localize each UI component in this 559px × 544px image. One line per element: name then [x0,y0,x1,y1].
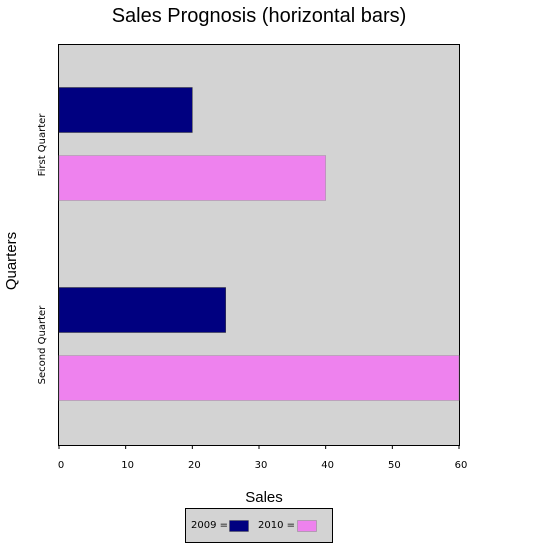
chart-title: Sales Prognosis (horizontal bars) [112,5,407,27]
bar-2009-2 [58,287,226,333]
legend: 2009 = 2010 = [185,508,333,543]
bar-2010-1 [58,155,326,201]
x-tick-label: 40 [321,460,334,471]
x-tick-label: 0 [58,460,64,471]
y-axis-title: Quarters [3,232,20,290]
x-tick-label: 30 [255,460,268,471]
x-axis-title: Sales [245,489,283,506]
category-labels: First Quarter Second Quarter [37,113,48,385]
legend-swatch-2010 [297,520,317,532]
x-axis: 0 10 20 30 40 50 60 [58,445,468,471]
bar-2009-1 [58,87,193,133]
bars-group [58,87,460,401]
x-tick-label: 10 [121,460,134,471]
legend-label-2010: 2010 = [258,520,295,531]
x-tick-label: 50 [388,460,401,471]
x-tick-label: 60 [455,460,468,471]
legend-label-2009: 2009 = [191,520,228,531]
category-label-1: First Quarter [37,113,48,177]
x-tick-label: 20 [188,460,201,471]
bar-2010-2 [58,355,460,401]
category-label-2: Second Quarter [37,305,48,385]
legend-swatch-2009 [229,520,249,532]
